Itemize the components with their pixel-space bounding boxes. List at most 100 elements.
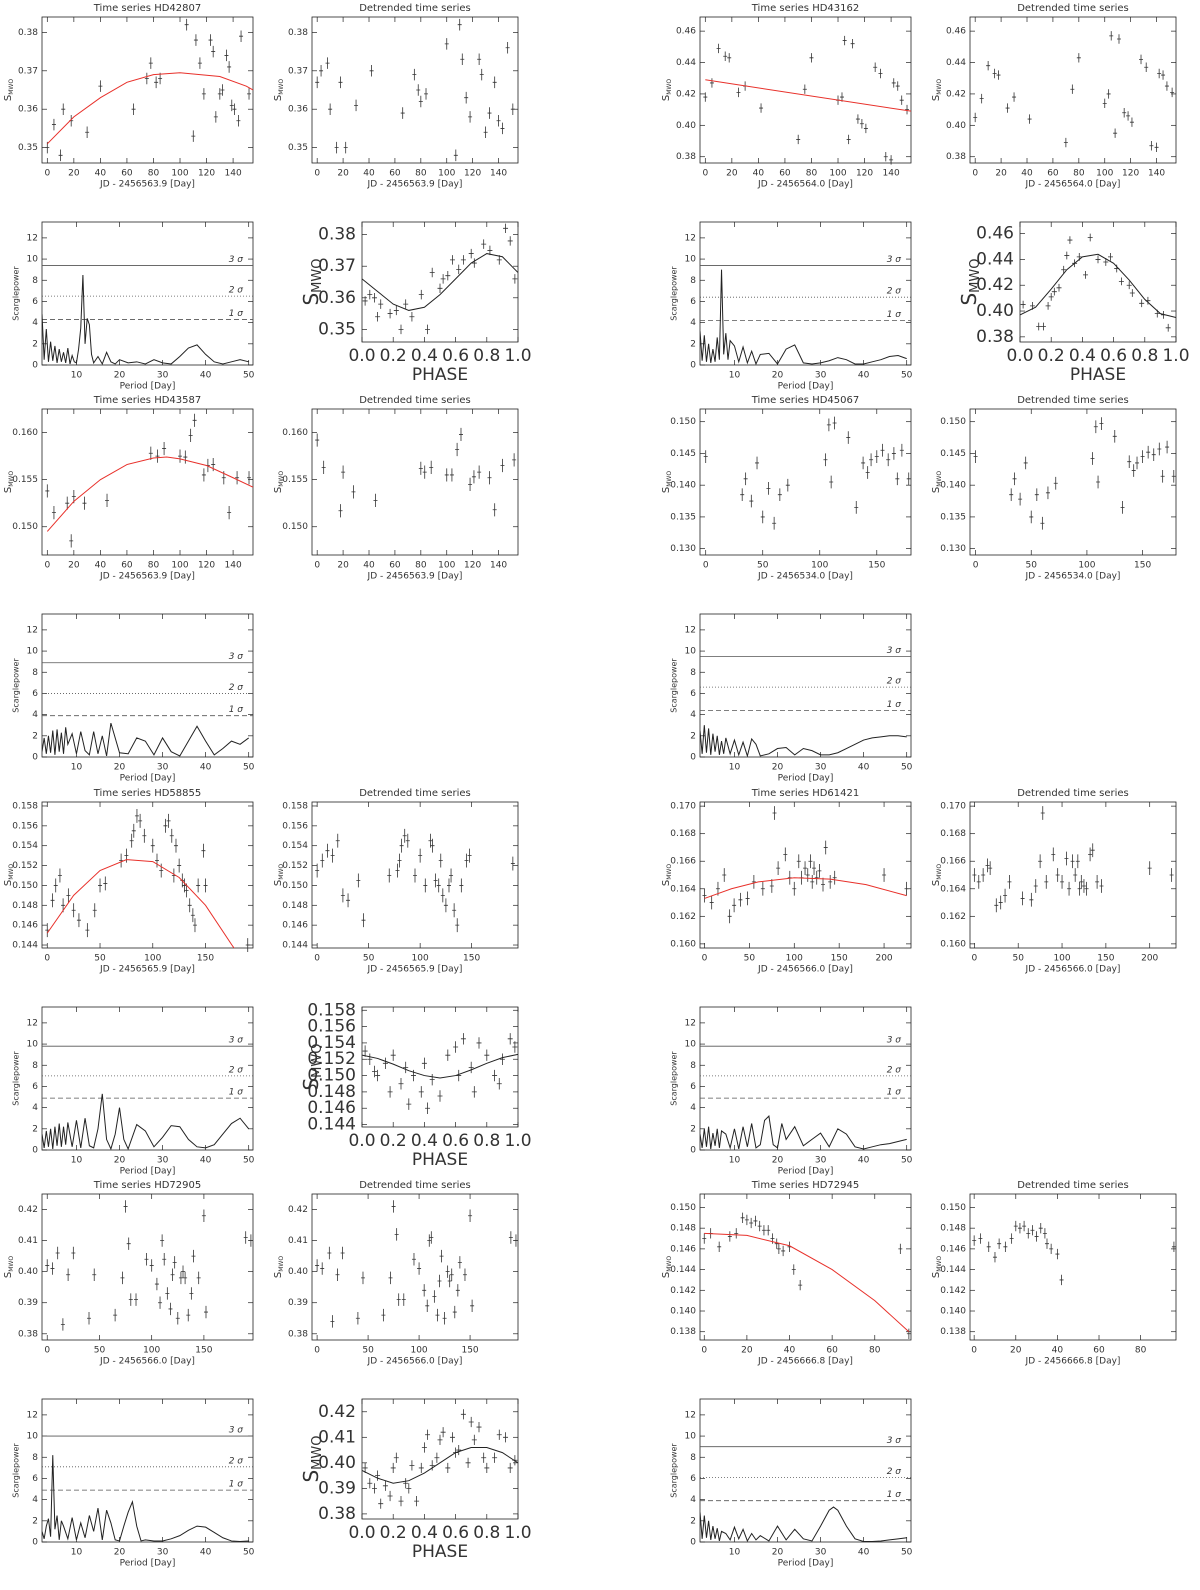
x-tick-label: 10 (71, 1156, 83, 1166)
data-point (325, 843, 330, 858)
data-point (390, 1462, 396, 1474)
x-tick-label: 80 (415, 169, 427, 179)
x-tick-label: 0 (701, 1346, 707, 1356)
y-tick-label: 0.168 (940, 829, 966, 839)
y-tick-label: 8 (690, 276, 696, 286)
x-tick-label: 20 (772, 763, 784, 773)
x-tick-label: 20 (772, 1548, 784, 1558)
x-tick-label: 0 (702, 954, 708, 964)
data-point (468, 1416, 474, 1428)
y-tick-label: 2 (32, 339, 38, 349)
data-point (496, 114, 501, 127)
y-tick-label: 0.38 (318, 1504, 356, 1524)
data-point (751, 875, 756, 889)
panel: 0 50 100 150 200 0.160 0.162 0.164 0.166 0.168 0.1… (931, 788, 1177, 975)
data-point (387, 1086, 393, 1098)
y-tick-label: 0.150 (12, 522, 38, 532)
x-tick-label: 40 (200, 1156, 212, 1166)
y-axis-label-sub: MWO (666, 79, 673, 95)
data-point (375, 1069, 381, 1082)
data-point (496, 1429, 502, 1440)
data-point (988, 861, 993, 875)
data-point (1040, 322, 1046, 331)
data-point (371, 293, 377, 303)
y-tick-label: 0.155 (282, 475, 308, 485)
x-tick-label: 120 (198, 561, 215, 571)
significance-label: 3 σ (229, 255, 244, 265)
y-axis-label-sub: MWO (310, 1043, 325, 1077)
data-point (727, 53, 732, 63)
data-point (510, 856, 515, 871)
data-point (865, 466, 870, 479)
panel: 10 20 30 40 50 0 2 4 6 8 10 12 Period [Day] Scarglepo… (12, 613, 255, 784)
x-tick-label: 0 (972, 169, 978, 179)
x-tick-label: 0.6 (442, 346, 469, 366)
data-point (753, 1215, 758, 1227)
data-point (184, 18, 189, 31)
data-point (433, 873, 438, 888)
data-point (105, 493, 110, 507)
data-point (203, 878, 208, 893)
y-tick-label: 8 (32, 1061, 38, 1071)
data-point (445, 1049, 451, 1061)
data-point (398, 324, 404, 335)
x-tick-label: 100 (143, 1346, 160, 1356)
y-axis-label: SMWO (273, 471, 285, 493)
data-point (456, 264, 462, 275)
y-tick-label: 2 (690, 731, 696, 741)
y-tick-label: 0.146 (282, 921, 308, 931)
y-axis-label-sub: MWO (310, 1435, 325, 1469)
y-axis-label-sub: MWO (936, 864, 943, 880)
y-axis-label: SMWO (273, 864, 285, 886)
data-point (66, 888, 71, 903)
x-tick-label: 0.4 (411, 346, 438, 366)
y-tick-label: 6 (690, 297, 696, 307)
y-axis-label-sub: MWO (278, 79, 285, 95)
x-tick-label: 30 (815, 371, 827, 381)
significance-label: 2 σ (887, 1467, 902, 1477)
y-tick-label: 0 (690, 1146, 696, 1156)
significance-label: 2 σ (887, 287, 902, 297)
data-point (434, 1452, 440, 1463)
data-point (492, 76, 497, 89)
x-tick-label: 30 (157, 763, 169, 773)
data-point (507, 1033, 513, 1045)
data-point (430, 838, 435, 853)
significance-label: 3 σ (229, 1426, 244, 1436)
plot-frame (361, 1398, 519, 1520)
x-tick-label: 120 (464, 169, 481, 179)
data-point (397, 853, 402, 868)
data-point (98, 878, 103, 893)
y-tick-label: 10 (27, 255, 39, 265)
data-point (471, 258, 477, 268)
data-point (168, 1302, 173, 1316)
y-tick-label: 0.160 (282, 428, 308, 438)
panel: 10 20 30 40 50 0 2 4 6 8 10 12 Period [Day] Scarglepo… (670, 221, 913, 392)
x-tick-label: 80 (148, 561, 160, 571)
data-point (484, 1049, 490, 1061)
data-point (371, 1483, 377, 1494)
y-tick-label: 12 (685, 1410, 696, 1420)
data-point (413, 868, 417, 883)
data-point (417, 1262, 422, 1275)
data-point (45, 141, 50, 154)
data-point (1161, 70, 1166, 80)
panel: 10 20 30 40 50 0 2 4 6 8 10 12 Period [Day] Scarglepo… (670, 1006, 913, 1177)
data-point (437, 1274, 442, 1288)
plot-frame (699, 801, 912, 949)
x-tick-label: 150 (868, 561, 885, 571)
fit-curve (362, 1447, 518, 1484)
data-point (1070, 854, 1075, 869)
data-point (445, 1265, 450, 1278)
data-point (1093, 420, 1098, 434)
data-point (791, 1264, 796, 1275)
x-axis-label: PHASE (1070, 365, 1126, 385)
data-point (972, 868, 977, 882)
data-point (484, 1462, 490, 1474)
data-point (814, 870, 819, 885)
data-point (445, 270, 451, 281)
y-tick-label: 0.158 (307, 1000, 356, 1020)
data-point (201, 843, 206, 858)
x-tick-label: 20 (1010, 1346, 1022, 1356)
panel: 0 50 100 150 0.38 0.39 0.40 0.41 0.42 Time series… (3, 1180, 254, 1367)
